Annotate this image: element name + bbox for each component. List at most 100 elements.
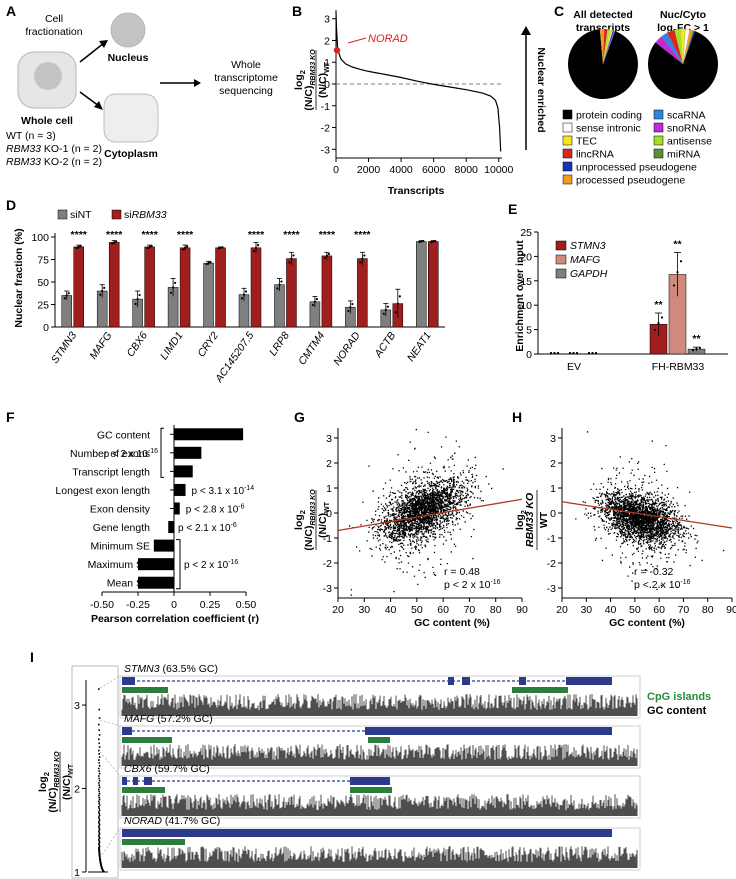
i-gc-label: GC content <box>647 705 707 717</box>
f-category-label: Transcript length <box>72 466 150 478</box>
d-replicate-dot <box>315 298 319 301</box>
i-mini-curve <box>98 846 105 873</box>
e-replicate-dot <box>657 322 660 325</box>
b-y-tick-label: 1 <box>324 57 330 69</box>
f-x-tick-label: -0.50 <box>90 599 114 611</box>
i-cpg-island <box>368 737 390 743</box>
c-legend-swatch <box>562 122 573 133</box>
h-x-tick-label: 30 <box>580 604 592 616</box>
e-y-tick-label: 25 <box>520 227 532 239</box>
e-replicate-dot <box>591 351 594 355</box>
g-ylabel-ratio-top: (N/C)RBM33 KO <box>303 489 317 551</box>
d-replicate-dot <box>256 244 260 247</box>
f-bracket <box>176 539 181 590</box>
i-track-title: CBX6 (59.7% GC) <box>124 763 210 775</box>
f-bar <box>174 465 193 478</box>
g-x-tick-label: 60 <box>437 604 449 616</box>
f-bar <box>174 502 180 515</box>
i-track-frame <box>119 725 641 769</box>
i-gene-exon <box>448 677 454 685</box>
d-replicate-dot <box>205 263 208 266</box>
h-y-tick-label: -2 <box>547 558 556 570</box>
g-y-tick-label: 1 <box>326 483 332 495</box>
e-replicate-dot <box>594 351 598 355</box>
d-replicate-dot <box>77 245 80 248</box>
e-replicate-dot <box>568 351 572 355</box>
i-cpg-island <box>350 787 392 793</box>
d-bar <box>321 255 333 328</box>
h-ylabel-ratio-top: RBM33 KO <box>524 493 536 547</box>
f-xlabel: Pearson correlation coefficient (r) <box>91 613 259 625</box>
c-legend-swatch <box>653 148 664 159</box>
d-replicate-dot <box>65 294 68 297</box>
g-y-tick-label: -3 <box>323 583 332 595</box>
i-cpg-island <box>122 839 185 845</box>
d-replicate-dot <box>67 292 70 295</box>
e-legend-label-gapdh: GAPDH <box>570 268 608 280</box>
panel-letter-f: F <box>6 409 15 425</box>
f-pvalue-exp: -16 <box>148 448 158 455</box>
sample-ko-1: RBM33 KO-1 (n = 2) <box>6 143 102 155</box>
d-replicate-dot <box>209 261 212 264</box>
h-xlabel: GC content (%) <box>609 617 685 629</box>
d-replicate-dot <box>386 305 389 308</box>
c-pie-slice <box>603 29 611 64</box>
c-pie-slice <box>603 29 608 65</box>
d-replicate-dot <box>363 254 366 257</box>
g-y-tick-label: -2 <box>323 558 332 570</box>
i-gene-exon <box>133 777 138 785</box>
e-plot: 0 5 10 15 20 25 EV FH-RBM33 ** ** ** <box>520 227 728 373</box>
arrow-to-cytoplasm <box>79 91 100 107</box>
f-pvalue-label: p < 2 x 10-16 <box>184 559 238 571</box>
d-replicate-dot <box>311 303 315 307</box>
h-x-tick-label: 60 <box>653 604 665 616</box>
b-nuclear-enriched-label: Nuclear enriched <box>535 47 547 132</box>
f-category-label: Maximum SE <box>88 559 150 571</box>
b-x-tick-label: 10000 <box>484 164 513 176</box>
i-track-title: MAFG (57.2% GC) <box>124 713 213 725</box>
i-ylabel-log: log2 <box>37 772 51 792</box>
g-y-tick-label: 2 <box>326 458 332 470</box>
d-replicate-dot <box>99 293 102 296</box>
d-replicate-dot <box>252 249 256 253</box>
c-legend-label: protein coding <box>576 110 642 122</box>
i-tracks: STMN3 (63.5% GC) MAFG (57.2% GC) CBX6 (59.… <box>99 663 641 871</box>
d-bar <box>73 246 84 328</box>
panel-letter-h: H <box>512 409 522 425</box>
e-replicate-dot <box>653 328 657 331</box>
c-title-left-1: All detected <box>573 9 633 21</box>
h-x-tick-label: 20 <box>556 604 568 616</box>
h-scatter-points <box>575 431 725 591</box>
d-significance-stars: **** <box>141 229 158 241</box>
i-mini-tick-label: 3 <box>74 700 80 712</box>
h-y-tick-label: -1 <box>547 533 556 545</box>
h-r-value: r = -0.32 <box>634 566 674 578</box>
h-x-tick-label: 70 <box>678 604 690 616</box>
d-replicate-dot <box>134 302 137 306</box>
b-y-tick-label: 0 <box>324 79 330 91</box>
d-significance-stars: **** <box>71 229 88 241</box>
c-legend-swatch <box>562 148 573 159</box>
f-pvalue-exp: -6 <box>238 504 244 511</box>
b-y-tick-label: 2 <box>324 35 330 47</box>
c-pie-slice <box>603 30 616 65</box>
d-bar <box>203 262 214 328</box>
panel-letter-b: B <box>292 3 302 19</box>
cytoplasm-label: Cytoplasm <box>104 148 158 160</box>
f-category-label: GC content <box>97 429 150 441</box>
cytoplasm-shape <box>103 93 159 143</box>
c-legend-label: antisense <box>667 136 712 148</box>
d-replicate-dot <box>398 295 401 298</box>
d-replicate-dot <box>75 246 78 250</box>
whole-cell-nucleus <box>34 62 62 90</box>
d-replicate-dot <box>207 262 210 265</box>
g-ylabel-log: log2 <box>293 510 307 530</box>
i-gene-exon <box>122 677 135 685</box>
i-track-title: STMN3 (63.5% GC) <box>124 663 218 675</box>
i-gene-exon <box>566 677 612 685</box>
d-replicate-dot <box>347 309 350 313</box>
b-x-tick-label: 8000 <box>455 164 479 176</box>
e-replicate-dot <box>679 260 683 263</box>
h-y-tick-label: -3 <box>547 583 556 595</box>
e-y-tick-label: 20 <box>520 251 532 263</box>
